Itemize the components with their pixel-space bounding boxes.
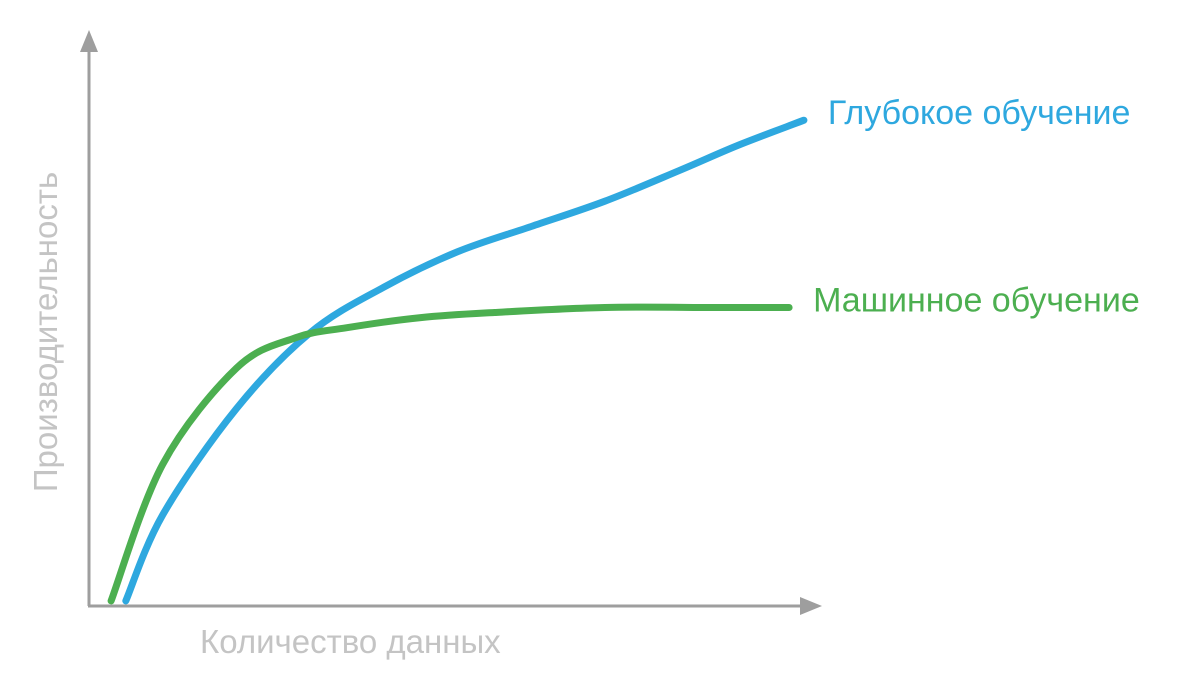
series-layer [107,116,808,605]
series-label-1: Глубокое обучение [828,94,1131,132]
y-axis-title: Производительность [27,172,64,492]
series-line-1 [122,116,808,605]
series-line-2 [107,303,793,605]
series-label-2: Машинное обучение [813,282,1140,320]
y-axis-arrow-icon [80,30,98,52]
axes [80,30,822,615]
x-axis-title: Количество данных [200,623,501,660]
label-layer: Глубокое обучение Машинное обучение [813,94,1140,319]
x-axis-arrow-icon [800,597,822,615]
